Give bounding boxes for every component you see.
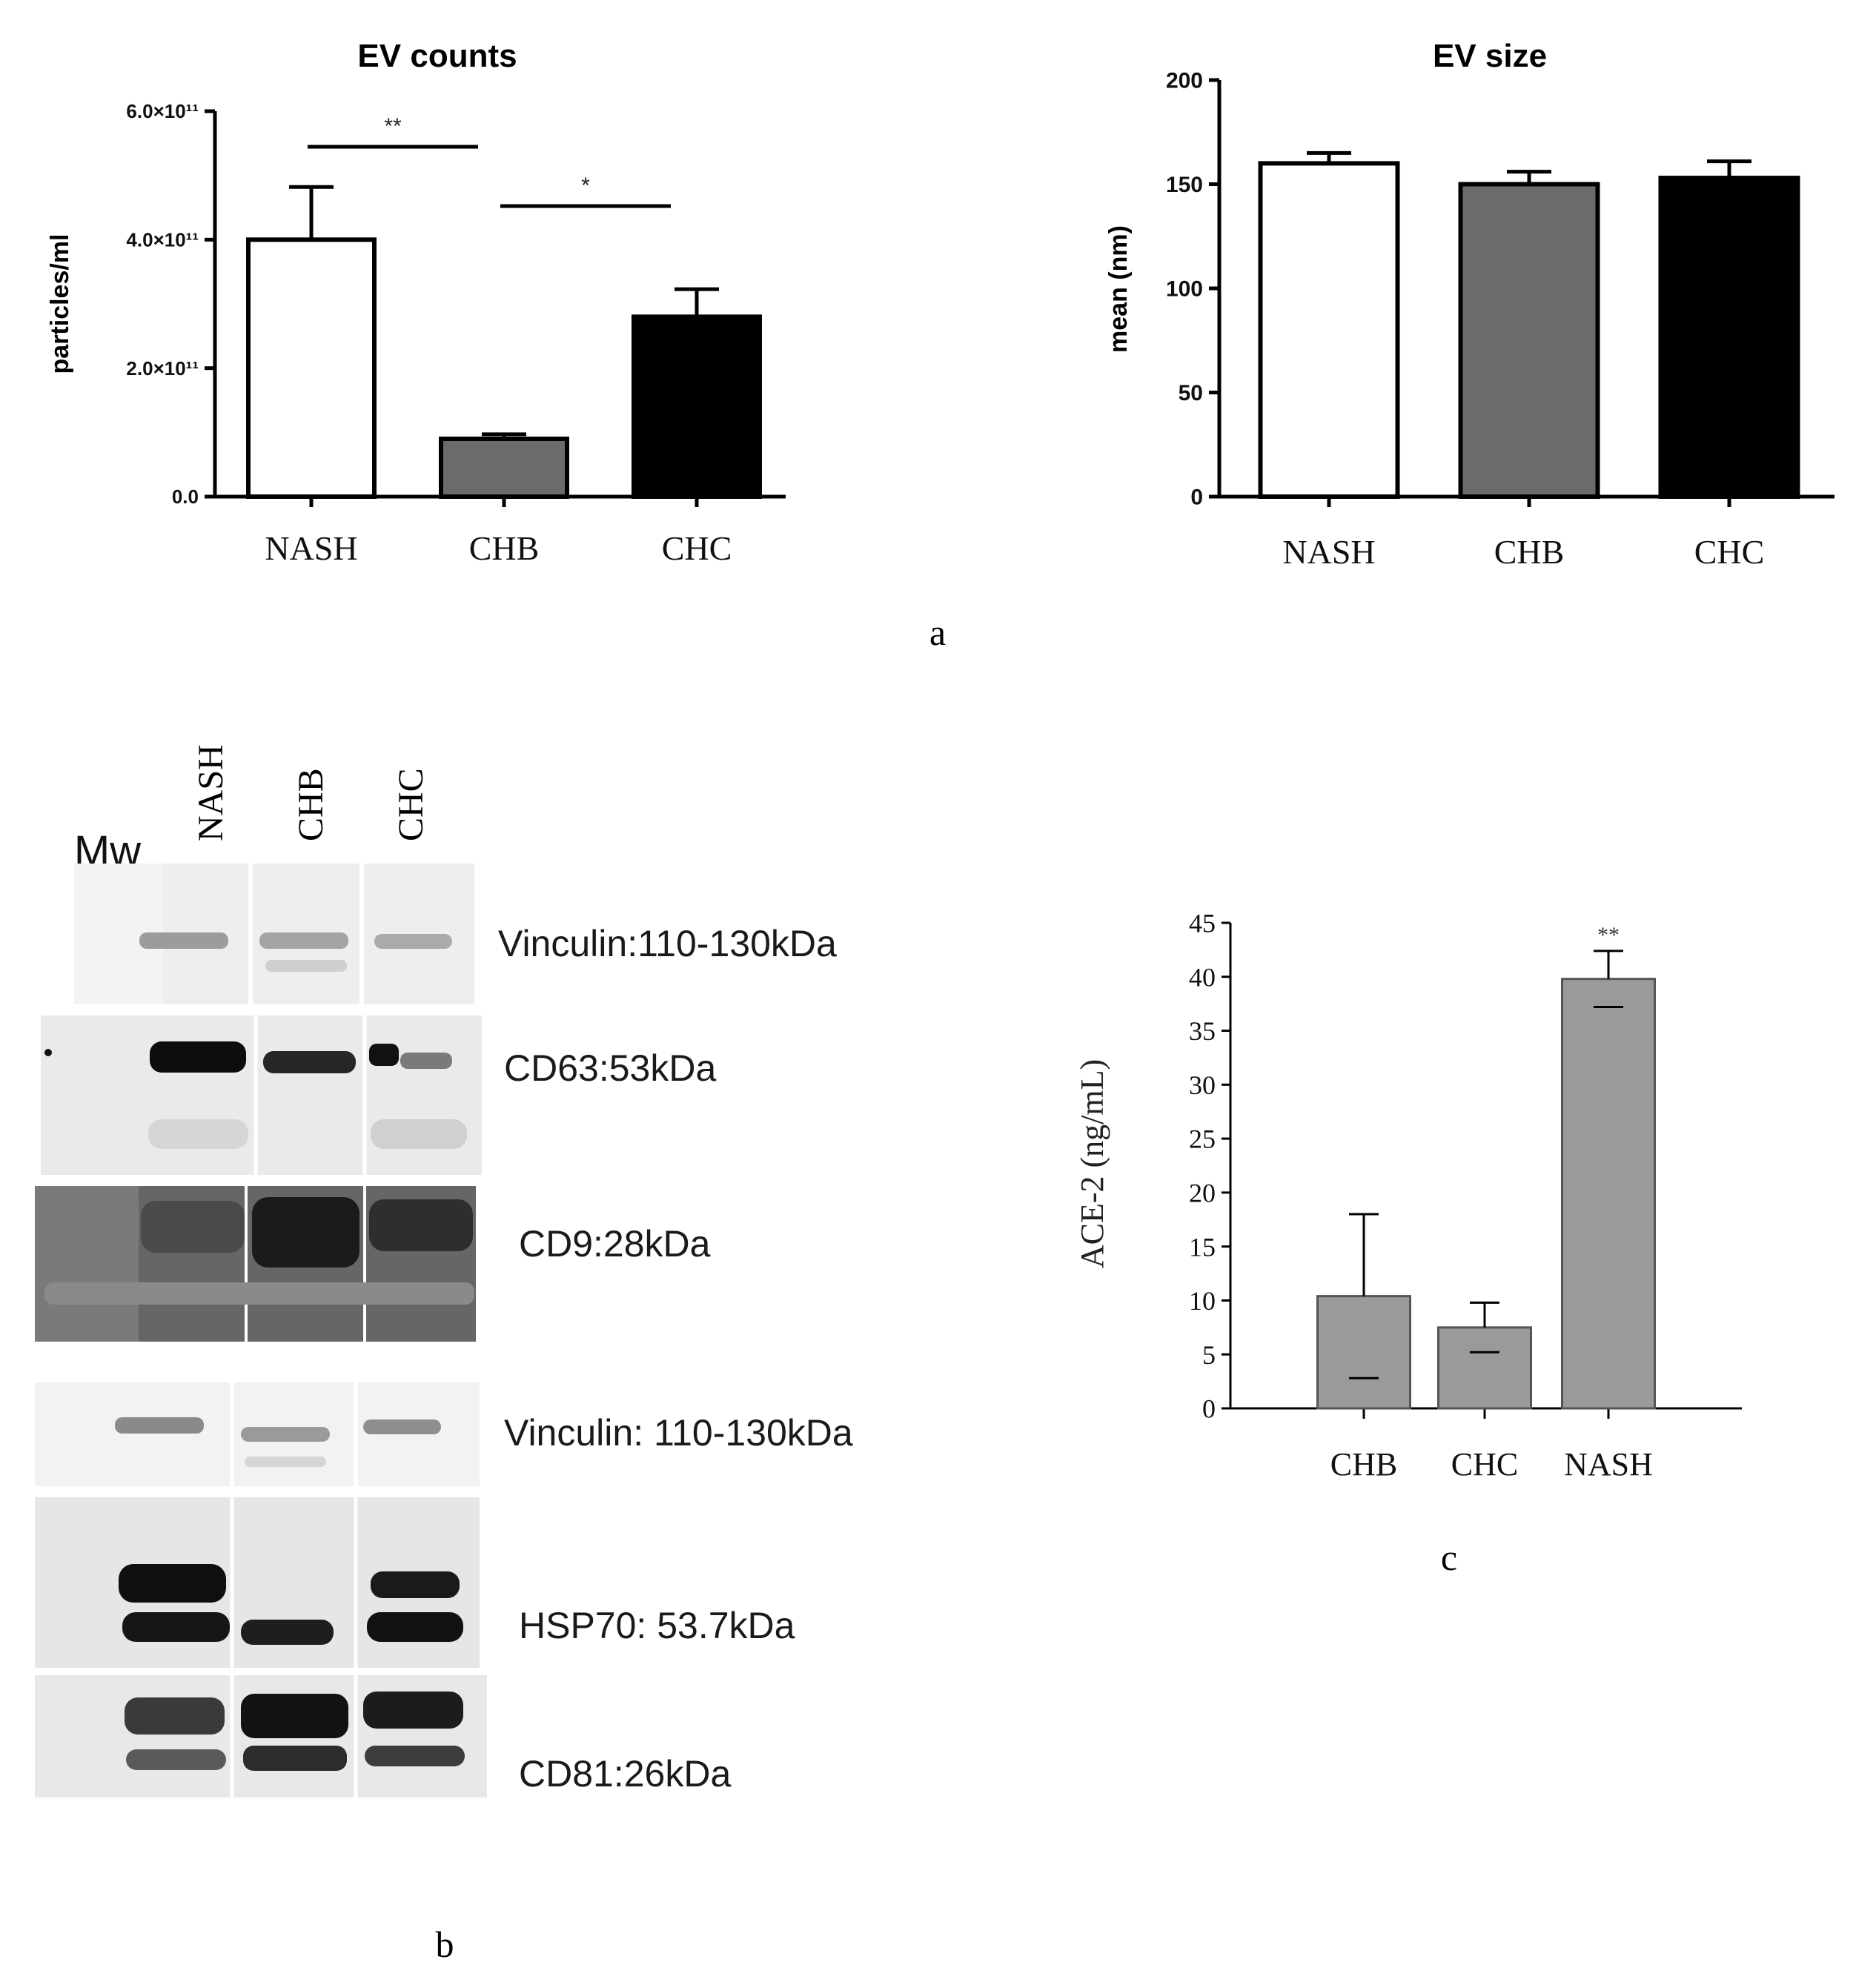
ev-counts-bars [246, 185, 762, 500]
lane-label-nash: NASH [191, 744, 231, 841]
ace2-ylabel: ACE-2 (ng/mL) [1074, 1059, 1110, 1268]
significance-label: ** [384, 114, 402, 139]
ev-counts-bar-chc [632, 314, 762, 500]
blot-label-vinculin-2: Vinculin: 110-130kDa [504, 1412, 853, 1454]
blot-strip-cd81 [35, 1675, 487, 1798]
ace2-axes: 0 5 10 15 20 25 30 35 40 45 CHB CHC NASH [1189, 909, 1742, 1482]
western-blot-panel: Mw NASH CHB CHC Vinculin:110-130kDa [35, 744, 853, 1798]
ev-counts-x-tick-label: CHB [469, 529, 540, 567]
ace2-x-tick-label: CHB [1330, 1446, 1397, 1482]
ev-size-y-tick-label: 150 [1166, 173, 1203, 197]
ace2-y-tick-label: 35 [1189, 1016, 1216, 1046]
ev-size-bar-chc [1658, 176, 1800, 499]
ev-size-x-tick-label: NASH [1282, 533, 1375, 571]
ev-counts-ylabel: particles/ml [46, 234, 74, 374]
blot-label-hsp70: HSP70: 53.7kDa [519, 1605, 795, 1646]
ace2-y-tick-label: 5 [1202, 1340, 1216, 1370]
ace2-bar-chb [1316, 1295, 1411, 1410]
ev-counts-axes: 0.0 2.0×10¹¹ 4.0×10¹¹ 6.0×10¹¹ NASH CHB CHC [126, 100, 786, 567]
ace2-bar-nash [1561, 978, 1656, 1410]
ev-counts-bar-chb [439, 437, 569, 499]
ev-size-y-tick-label: 100 [1166, 277, 1203, 302]
ace2-y-tick-label: 20 [1189, 1178, 1216, 1207]
ev-counts-x-tick-label: NASH [265, 529, 357, 567]
ev-counts-y-tick-label: 6.0×10¹¹ [126, 100, 199, 122]
blot-strip-vinculin-2 [35, 1382, 480, 1486]
panel-label-c: c [1441, 1537, 1457, 1578]
blot-label-vinculin-1: Vinculin:110-130kDa [498, 923, 837, 964]
significance-label: ** [1597, 923, 1620, 947]
ev-counts-significance: *** [308, 114, 671, 208]
ev-size-ylabel: mean (nm) [1104, 225, 1133, 353]
blot-strip-cd9 [35, 1186, 476, 1342]
blot-label-cd81: CD81:26kDa [519, 1753, 731, 1795]
ev-counts-title: EV counts [357, 38, 517, 74]
ace2-bars [1316, 950, 1656, 1410]
ace2-y-tick-label: 25 [1189, 1124, 1216, 1154]
ev-size-y-tick-label: 0 [1190, 486, 1203, 510]
ev-counts-bar-nash [246, 237, 377, 499]
ace2-x-tick-label: NASH [1564, 1446, 1653, 1482]
ev-size-bar-nash [1258, 161, 1400, 499]
ev-size-y-tick-label: 200 [1166, 69, 1203, 93]
ace2-annotations: ** [1597, 923, 1620, 947]
ev-size-title: EV size [1433, 38, 1547, 74]
significance-label: * [581, 173, 590, 198]
ace2-y-tick-label: 10 [1189, 1286, 1216, 1316]
ev-counts-y-tick-label: 0.0 [172, 486, 199, 508]
ev-size-bar-chb [1458, 182, 1600, 499]
ace2-y-tick-label: 45 [1189, 909, 1216, 938]
ace2-x-tick-label: CHC [1451, 1446, 1518, 1482]
ace2-y-tick-label: 30 [1189, 1070, 1216, 1100]
ev-size-chart: EV size mean (nm) 0 50 100 150 200 NASH CHB CHC [1104, 38, 1834, 571]
blot-label-cd9: CD9:28kDa [519, 1223, 711, 1265]
ev-counts-y-tick-label: 2.0×10¹¹ [126, 357, 199, 380]
blot-strip-vinculin-1 [74, 864, 474, 1004]
ace2-y-tick-label: 0 [1202, 1394, 1216, 1424]
ev-size-bars [1258, 150, 1800, 499]
blot-strip-cd63 [41, 1016, 482, 1175]
ev-size-x-tick-label: CHC [1694, 533, 1765, 571]
panel-label-b: b [436, 1924, 454, 1965]
ace2-y-tick-label: 40 [1189, 962, 1216, 992]
lane-label-chb: CHB [291, 768, 331, 841]
blot-strip-hsp70 [35, 1497, 480, 1668]
ace2-y-tick-label: 15 [1189, 1232, 1216, 1262]
ev-counts-x-tick-label: CHC [662, 529, 732, 567]
panel-label-a: a [929, 612, 946, 653]
ace2-bar-chc [1437, 1326, 1532, 1410]
ace2-chart: ACE-2 (ng/mL) 0 5 10 15 20 25 30 35 40 45 CHB CHC NA… [1074, 909, 1742, 1482]
ev-counts-chart: EV counts particles/ml 0.0 2.0×10¹¹ 4.0×10… [46, 38, 786, 567]
blot-label-cd63: CD63:53kDa [504, 1047, 716, 1089]
ev-counts-y-tick-label: 4.0×10¹¹ [126, 228, 199, 251]
lane-label-chc: CHC [391, 768, 431, 841]
ev-size-x-tick-label: CHB [1494, 533, 1565, 571]
ev-size-y-tick-label: 50 [1179, 381, 1203, 405]
